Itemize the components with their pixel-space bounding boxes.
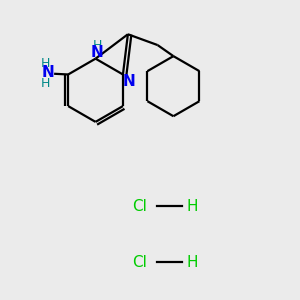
Text: H: H xyxy=(186,199,198,214)
Text: N: N xyxy=(42,65,55,80)
Text: Cl: Cl xyxy=(132,255,147,270)
Text: N: N xyxy=(123,74,136,89)
Text: H: H xyxy=(40,77,50,90)
Text: N: N xyxy=(91,45,104,60)
Text: H: H xyxy=(93,39,102,52)
Text: H: H xyxy=(186,255,198,270)
Text: H: H xyxy=(40,57,50,70)
Text: Cl: Cl xyxy=(132,199,147,214)
